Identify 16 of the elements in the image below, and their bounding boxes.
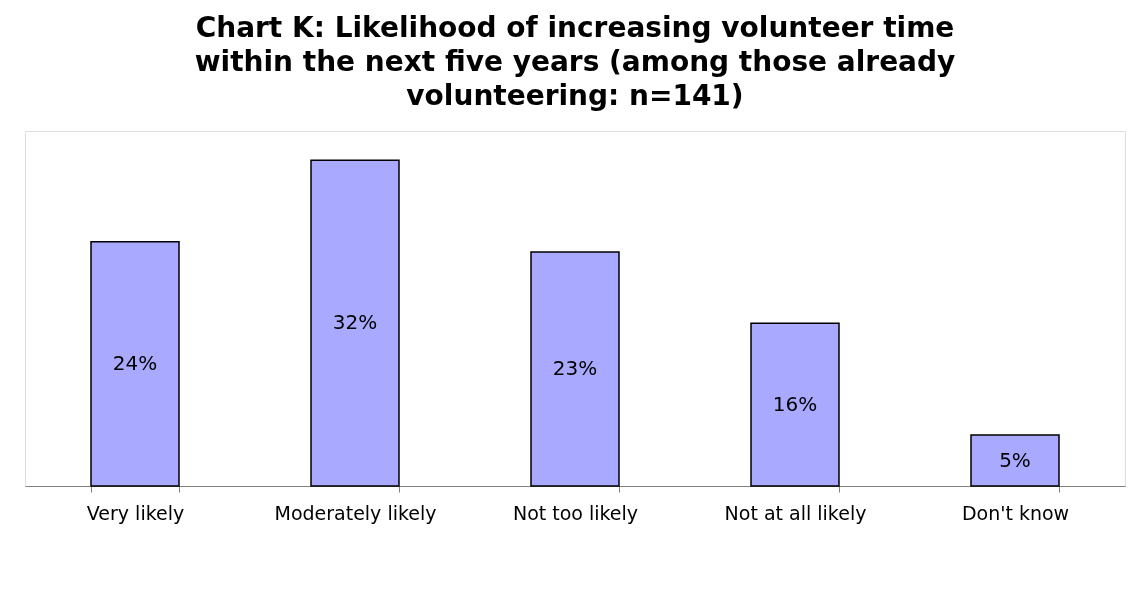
chart-title: Chart K: Likelihood of increasing volunteer time within the next five years (among those already volunteering: n=141) <box>194 11 956 112</box>
bar <box>750 322 840 487</box>
bar <box>310 159 400 487</box>
bar <box>90 240 180 487</box>
x-tick-label: Not too likely <box>512 501 639 524</box>
data-label: 5% <box>999 447 1031 472</box>
data-label: 23% <box>552 355 598 380</box>
bar <box>970 434 1060 487</box>
x-tick-label: Very likely <box>86 501 185 524</box>
bar <box>530 251 620 487</box>
data-label: 24% <box>112 350 158 375</box>
x-tick-label: Moderately likely <box>274 501 437 524</box>
data-label: 32% <box>332 310 378 335</box>
data-label: 16% <box>772 391 818 416</box>
x-tick-label: Don't know <box>961 501 1070 524</box>
x-tick-label: Not at all likely <box>724 501 867 524</box>
